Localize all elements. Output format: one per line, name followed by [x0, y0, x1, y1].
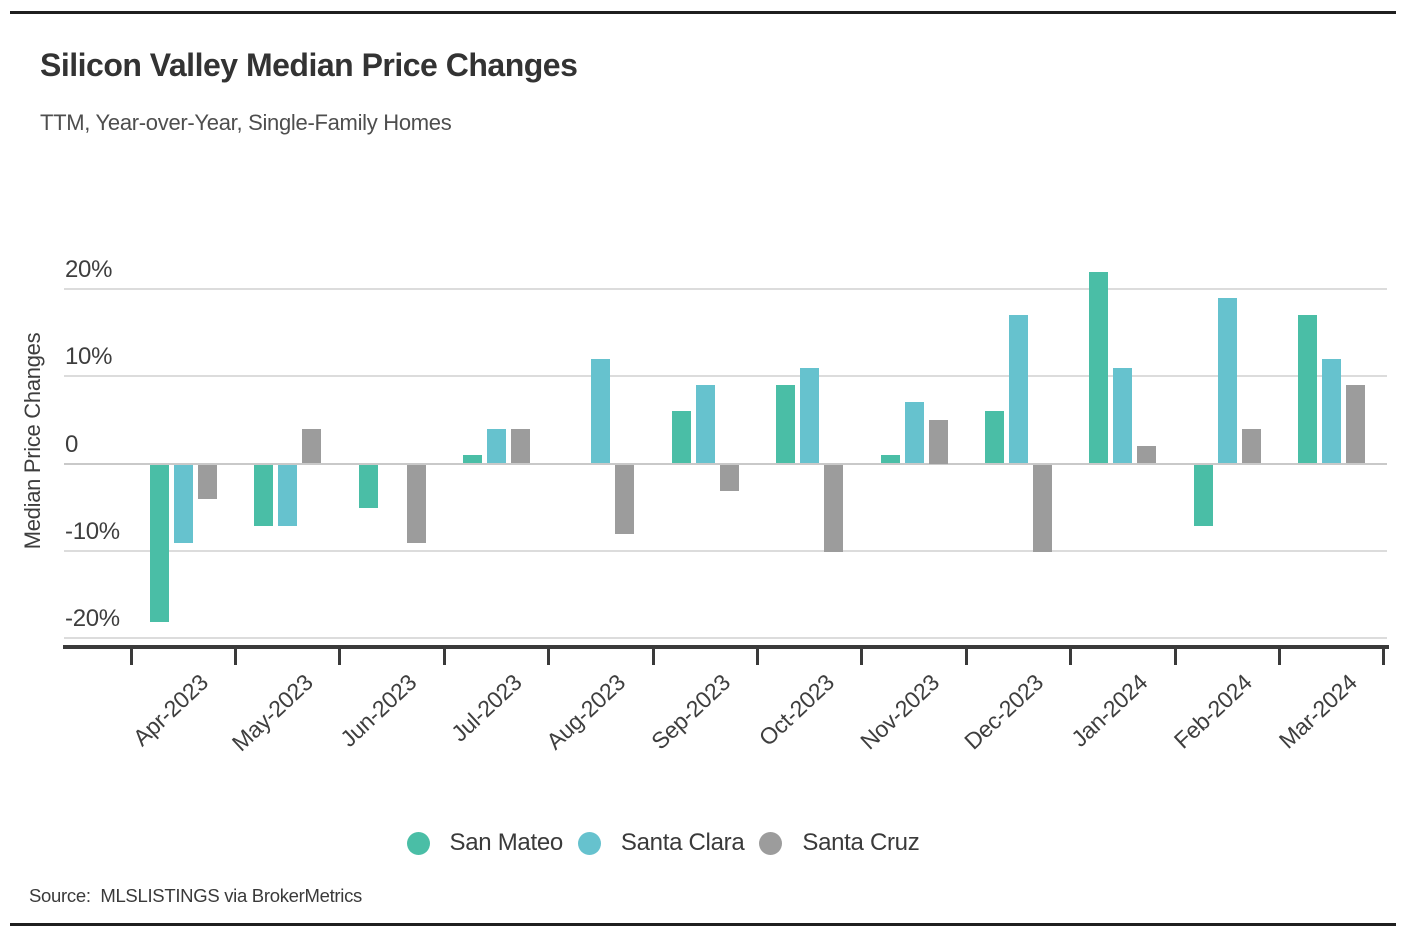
legend-label-santa-cruz: Santa Cruz — [802, 829, 920, 856]
x-axis-tick — [233, 649, 237, 665]
x-axis-tick — [1277, 649, 1281, 665]
bar-santa-cruz-jun-2023 — [406, 464, 426, 544]
x-axis-tick — [1173, 649, 1177, 665]
bar-santa-cruz-may-2023 — [302, 428, 322, 464]
bar-san-mateo-sep-2023 — [671, 411, 691, 464]
bar-santa-cruz-nov-2023 — [928, 419, 948, 464]
bar-san-mateo-jul-2023 — [462, 454, 482, 464]
x-tick-label-may-2023: May-2023 — [226, 669, 318, 757]
x-tick-label-feb-2024: Feb-2024 — [1168, 669, 1257, 754]
bar-santa-clara-may-2023 — [278, 464, 298, 526]
y-tick-label-0: 0 — [65, 430, 79, 458]
bar-san-mateo-mar-2024 — [1298, 315, 1318, 464]
bar-santa-clara-sep-2023 — [695, 384, 715, 464]
bar-santa-clara-nov-2023 — [904, 402, 924, 464]
bar-santa-cruz-sep-2023 — [719, 464, 739, 491]
legend-item-san-mateo: San Mateo — [406, 829, 564, 857]
legend-label-san-mateo: San Mateo — [449, 829, 564, 856]
y-tick-label-10%: 10% — [65, 343, 113, 371]
legend-dot-santa-cruz — [759, 831, 783, 855]
bar-san-mateo-oct-2023 — [776, 384, 796, 464]
bar-san-mateo-jun-2023 — [358, 464, 378, 509]
x-tick-label-jun-2023: Jun-2023 — [335, 669, 422, 752]
x-axis-tick — [964, 649, 968, 665]
y-tick-label--20%: -20% — [65, 605, 120, 632]
legend-dot-san-mateo — [406, 831, 430, 855]
x-tick-label-oct-2023: Oct-2023 — [754, 669, 840, 751]
bar-santa-clara-feb-2024 — [1217, 297, 1237, 464]
bar-santa-cruz-jul-2023 — [510, 428, 530, 464]
x-tick-label-mar-2024: Mar-2024 — [1273, 669, 1362, 754]
bar-santa-clara-mar-2024 — [1322, 358, 1342, 464]
x-tick-label-nov-2023: Nov-2023 — [854, 669, 944, 755]
bar-san-mateo-feb-2024 — [1193, 464, 1213, 526]
chart-subtitle: TTM, Year-over-Year, Single-Family Homes — [40, 110, 452, 135]
bar-santa-cruz-apr-2023 — [197, 464, 217, 500]
bar-santa-clara-jan-2024 — [1113, 367, 1133, 464]
x-axis-line — [63, 645, 1389, 649]
bar-santa-cruz-feb-2024 — [1241, 428, 1261, 464]
bottom-rule — [10, 923, 1396, 926]
bar-santa-clara-oct-2023 — [800, 367, 820, 464]
bar-santa-clara-jul-2023 — [486, 428, 506, 464]
x-axis-tick — [860, 649, 864, 665]
x-tick-label-jan-2024: Jan-2024 — [1066, 669, 1153, 752]
gridline-20% — [64, 288, 1387, 290]
x-tick-label-apr-2023: Apr-2023 — [127, 669, 213, 751]
y-tick-label--10%: -10% — [65, 517, 120, 545]
bar-santa-cruz-mar-2024 — [1346, 384, 1366, 464]
x-axis-tick — [651, 649, 655, 665]
x-axis-tick — [1382, 649, 1386, 665]
legend-item-santa-clara: Santa Clara — [577, 829, 745, 857]
bar-san-mateo-dec-2023 — [984, 411, 1004, 464]
legend-item-santa-cruz: Santa Cruz — [759, 829, 920, 857]
chart-title: Silicon Valley Median Price Changes — [40, 47, 578, 83]
x-axis-tick — [1069, 649, 1073, 665]
legend-dot-santa-clara — [577, 831, 601, 855]
x-axis-tick — [547, 649, 551, 665]
bar-santa-cruz-oct-2023 — [824, 464, 844, 552]
legend-label-santa-clara: Santa Clara — [620, 829, 745, 856]
bar-san-mateo-apr-2023 — [149, 464, 169, 622]
x-axis-tick — [129, 649, 133, 665]
bar-santa-clara-apr-2023 — [173, 464, 193, 544]
bar-san-mateo-nov-2023 — [880, 454, 900, 464]
x-tick-label-jul-2023: Jul-2023 — [445, 669, 527, 747]
x-tick-label-aug-2023: Aug-2023 — [541, 669, 631, 755]
x-axis-tick — [338, 649, 342, 665]
bar-santa-clara-aug-2023 — [591, 358, 611, 464]
bar-santa-clara-dec-2023 — [1008, 315, 1028, 464]
bar-san-mateo-jan-2024 — [1089, 271, 1109, 464]
x-axis-tick — [755, 649, 759, 665]
chart-legend: San Mateo Santa Clara Santa Cruz — [0, 824, 1326, 862]
y-tick-label-20%: 20% — [65, 256, 113, 283]
top-rule — [10, 11, 1396, 14]
x-tick-label-sep-2023: Sep-2023 — [645, 669, 735, 755]
gridline--10% — [64, 549, 1387, 552]
bar-santa-cruz-dec-2023 — [1032, 464, 1052, 552]
bar-santa-cruz-jan-2024 — [1137, 446, 1157, 464]
x-axis-tick — [442, 649, 446, 665]
x-tick-label-dec-2023: Dec-2023 — [959, 669, 1049, 755]
gridline--20% — [64, 637, 1387, 639]
source-note: Source: MLSLISTINGS via BrokerMetrics — [29, 885, 363, 906]
bar-santa-cruz-aug-2023 — [615, 464, 635, 535]
bar-san-mateo-may-2023 — [254, 464, 274, 526]
gridline-0 — [64, 462, 1387, 465]
gridline-10% — [64, 375, 1387, 378]
